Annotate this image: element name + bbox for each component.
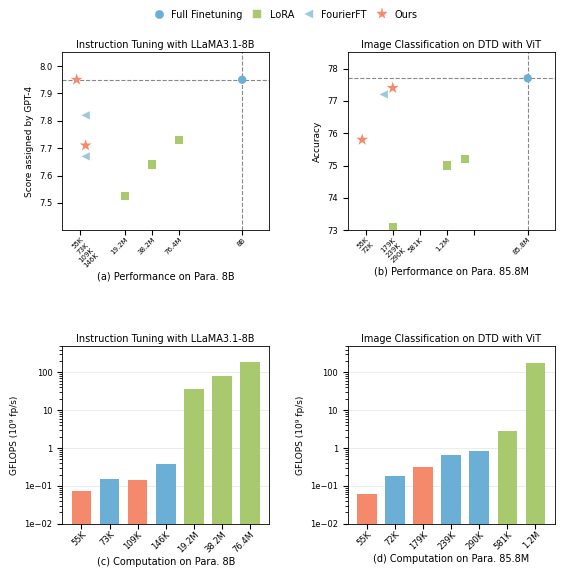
Point bbox=[81, 111, 90, 120]
Title: Instruction Tuning with LLaMA3.1-8B: Instruction Tuning with LLaMA3.1-8B bbox=[76, 333, 255, 344]
X-axis label: (b) Performance on Para. 85.8M: (b) Performance on Para. 85.8M bbox=[374, 266, 529, 276]
Point bbox=[388, 83, 397, 93]
Bar bbox=[240, 362, 260, 582]
Point bbox=[379, 90, 388, 99]
Point bbox=[175, 135, 184, 144]
Title: Instruction Tuning with LLaMA3.1-8B: Instruction Tuning with LLaMA3.1-8B bbox=[76, 40, 255, 50]
Point bbox=[238, 75, 247, 84]
Point bbox=[81, 152, 90, 161]
Bar bbox=[184, 389, 204, 582]
Bar bbox=[526, 363, 545, 582]
Point bbox=[72, 75, 81, 84]
Y-axis label: Score assigned by GPT-4: Score assigned by GPT-4 bbox=[24, 86, 33, 197]
Point bbox=[358, 135, 367, 144]
Bar bbox=[357, 494, 377, 582]
X-axis label: (d) Computation on Para. 85.8M: (d) Computation on Para. 85.8M bbox=[373, 554, 529, 565]
Bar bbox=[498, 431, 517, 582]
Bar bbox=[385, 476, 405, 582]
Legend: Full Finetuning, LoRA, FourierFT, Ours: Full Finetuning, LoRA, FourierFT, Ours bbox=[147, 8, 419, 22]
Y-axis label: GFLOPS (10⁹ fp/s): GFLOPS (10⁹ fp/s) bbox=[10, 395, 19, 474]
Point bbox=[442, 161, 451, 171]
Bar bbox=[100, 479, 119, 582]
Bar bbox=[128, 480, 148, 582]
Title: Image Classification on DTD with ViT: Image Classification on DTD with ViT bbox=[361, 40, 541, 50]
Bar bbox=[212, 375, 231, 582]
Point bbox=[148, 160, 157, 169]
Bar bbox=[156, 464, 175, 582]
Bar bbox=[72, 491, 91, 582]
Bar bbox=[441, 455, 461, 582]
Bar bbox=[413, 467, 433, 582]
X-axis label: (a) Performance on Para. 8B: (a) Performance on Para. 8B bbox=[97, 271, 234, 281]
Y-axis label: GFLOPS (10⁹ fp/s): GFLOPS (10⁹ fp/s) bbox=[295, 395, 305, 474]
Y-axis label: Accuracy: Accuracy bbox=[313, 120, 321, 162]
Bar bbox=[469, 452, 489, 582]
Point bbox=[121, 191, 130, 201]
Point bbox=[388, 222, 397, 232]
Point bbox=[523, 73, 532, 83]
Point bbox=[460, 154, 469, 164]
Title: Image Classification on DTD with ViT: Image Classification on DTD with ViT bbox=[361, 333, 541, 344]
Point bbox=[81, 141, 90, 150]
X-axis label: (c) Computation on Para. 8B: (c) Computation on Para. 8B bbox=[97, 558, 235, 567]
